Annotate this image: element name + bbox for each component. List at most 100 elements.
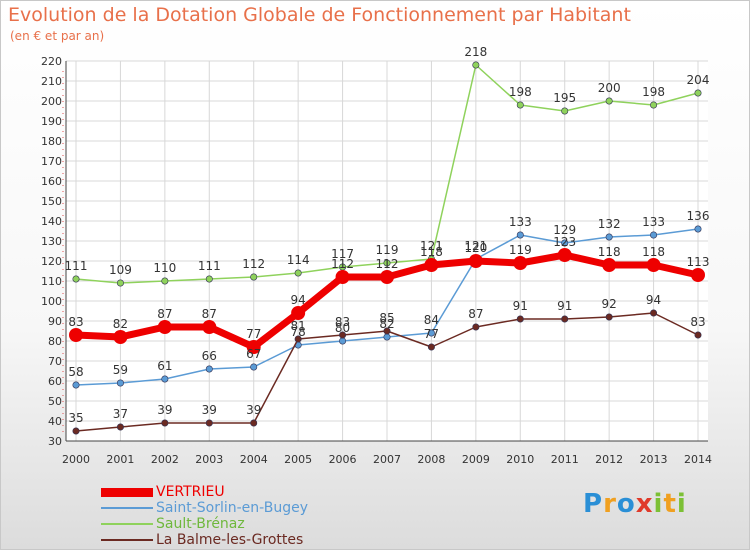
data-label: 94	[646, 293, 661, 307]
data-label: 78	[291, 325, 306, 339]
data-point	[468, 254, 483, 268]
y-tick-label: 210	[41, 75, 62, 88]
data-point	[205, 275, 213, 283]
data-point	[605, 233, 613, 241]
data-point	[602, 258, 617, 272]
y-tick-label: 60	[48, 375, 62, 388]
data-label: 121	[420, 239, 443, 253]
data-label: 61	[157, 359, 172, 373]
data-point	[383, 333, 391, 341]
data-label: 87	[468, 307, 483, 321]
data-point	[69, 328, 83, 342]
x-tick-label: 2006	[329, 453, 357, 466]
data-point	[557, 248, 572, 262]
legend-label: VERTRIEU	[156, 484, 225, 500]
data-label: 113	[687, 255, 710, 269]
data-label: 112	[331, 257, 354, 271]
data-label: 114	[287, 253, 310, 267]
data-point	[694, 225, 702, 233]
data-label: 123	[553, 235, 576, 249]
data-point	[291, 306, 306, 320]
data-point	[205, 365, 213, 373]
data-label: 218	[464, 45, 487, 59]
y-tick-label: 30	[48, 435, 62, 448]
data-label: 82	[113, 317, 128, 331]
data-label: 112	[376, 257, 399, 271]
data-point	[650, 101, 658, 109]
y-tick-label: 110	[41, 275, 62, 288]
data-point	[116, 423, 124, 431]
y-tick-label: 120	[41, 255, 62, 268]
data-point	[605, 97, 613, 105]
legend-label: Saint-Sorlin-en-Bugey	[156, 500, 308, 516]
data-label: 39	[157, 403, 172, 417]
data-label: 66	[202, 349, 217, 363]
data-label: 118	[642, 245, 665, 259]
data-label: 198	[509, 85, 532, 99]
data-point	[472, 323, 480, 331]
y-tick-label: 140	[41, 215, 62, 228]
data-point	[339, 337, 347, 345]
y-tick-label: 90	[48, 315, 62, 328]
data-point	[516, 315, 524, 323]
y-tick-label: 170	[41, 155, 62, 168]
x-tick-label: 2002	[151, 453, 179, 466]
x-tick-label: 2011	[551, 453, 579, 466]
data-label: 39	[202, 403, 217, 417]
data-label: 67	[246, 347, 261, 361]
x-tick-label: 2008	[417, 453, 445, 466]
data-label: 83	[690, 315, 705, 329]
data-point	[650, 309, 658, 317]
legend-swatch	[101, 523, 153, 525]
x-tick-label: 2007	[373, 453, 401, 466]
data-point	[250, 363, 258, 371]
data-label: 132	[598, 217, 621, 231]
data-label: 119	[376, 243, 399, 257]
data-label: 109	[109, 263, 132, 277]
y-tick-label: 40	[48, 415, 62, 428]
data-point	[646, 258, 661, 272]
data-point	[383, 259, 391, 267]
data-point	[72, 275, 80, 283]
x-tick-label: 2001	[106, 453, 134, 466]
x-tick-label: 2013	[640, 453, 668, 466]
chart-subtitle: (en € et par an)	[10, 29, 105, 43]
data-label: 84	[424, 313, 439, 327]
data-point	[561, 107, 569, 115]
legend-label: La Balme-les-Grottes	[156, 532, 304, 548]
data-point	[383, 327, 391, 335]
data-point	[335, 270, 350, 284]
data-point	[202, 320, 217, 334]
data-label: 83	[68, 315, 83, 329]
x-tick-label: 2000	[62, 453, 90, 466]
data-point	[294, 269, 302, 277]
data-point	[157, 320, 172, 334]
data-point	[72, 427, 80, 435]
y-tick-label: 70	[48, 355, 62, 368]
data-label: 85	[379, 311, 394, 325]
data-point	[339, 331, 347, 339]
data-point	[516, 231, 524, 239]
y-tick-label: 130	[41, 235, 62, 248]
data-point	[250, 273, 258, 281]
x-tick-label: 2004	[240, 453, 268, 466]
data-point	[116, 279, 124, 287]
data-point	[472, 61, 480, 69]
data-point	[516, 101, 524, 109]
data-point	[694, 89, 702, 97]
data-label: 37	[113, 407, 128, 421]
data-label: 35	[68, 411, 83, 425]
data-label: 92	[602, 297, 617, 311]
data-point	[116, 379, 124, 387]
data-label: 110	[153, 261, 176, 275]
data-label: 83	[335, 315, 350, 329]
data-point	[246, 340, 261, 354]
data-label: 91	[513, 299, 528, 313]
data-label: 39	[246, 403, 261, 417]
data-label: 204	[687, 73, 710, 87]
legend-label: Sault-Brénaz	[156, 516, 245, 532]
data-label: 77	[246, 327, 261, 341]
data-point	[650, 231, 658, 239]
legend-swatch	[101, 487, 153, 497]
